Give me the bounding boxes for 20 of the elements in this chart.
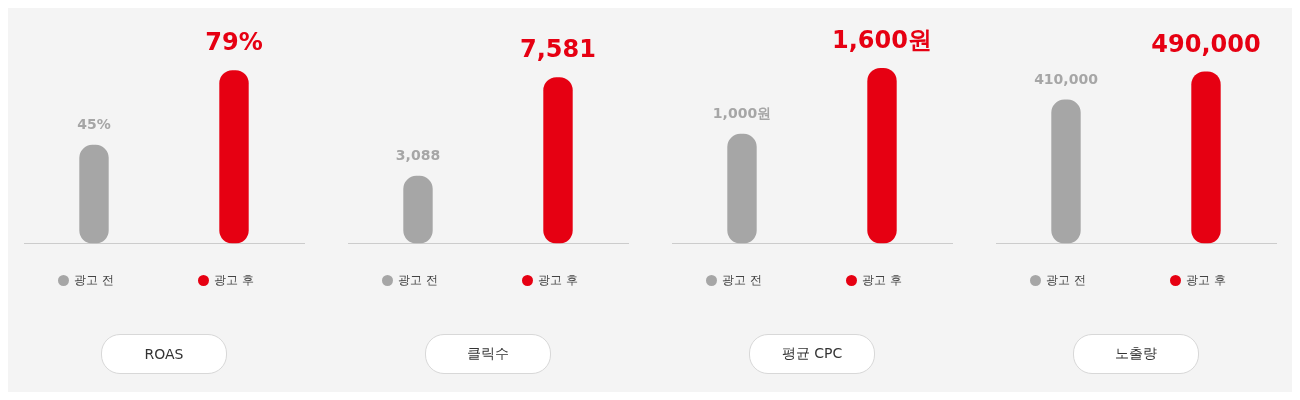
text: 클릭수 — [425, 334, 551, 374]
data-label: 1,000원 — [712, 105, 772, 122]
data-label: 490,000 — [1151, 29, 1261, 58]
data-label: 7,581 — [520, 35, 596, 64]
x-tick-label: 광고 후 — [214, 272, 254, 287]
x-tick-label: 광고 전 — [722, 272, 762, 287]
x-tick-label: 광고 전 — [74, 272, 114, 287]
x-tick-label: 광고 후 — [862, 272, 902, 287]
text: ROAS — [101, 334, 227, 374]
x-tick-label: 광고 후 — [538, 272, 578, 287]
data-label: 79% — [205, 28, 263, 57]
x-tick-label: 광고 전 — [398, 272, 438, 287]
data-label: 1,600원 — [832, 26, 932, 55]
data-label: 45% — [77, 116, 111, 133]
x-tick-label: 광고 후 — [1186, 272, 1226, 287]
text: 노출량 — [1073, 334, 1199, 374]
text: 평균 CPC — [749, 334, 875, 374]
data-label: 3,088 — [395, 147, 441, 164]
data-label: 410,000 — [1034, 71, 1099, 88]
x-tick-label: 광고 전 — [1046, 272, 1086, 287]
